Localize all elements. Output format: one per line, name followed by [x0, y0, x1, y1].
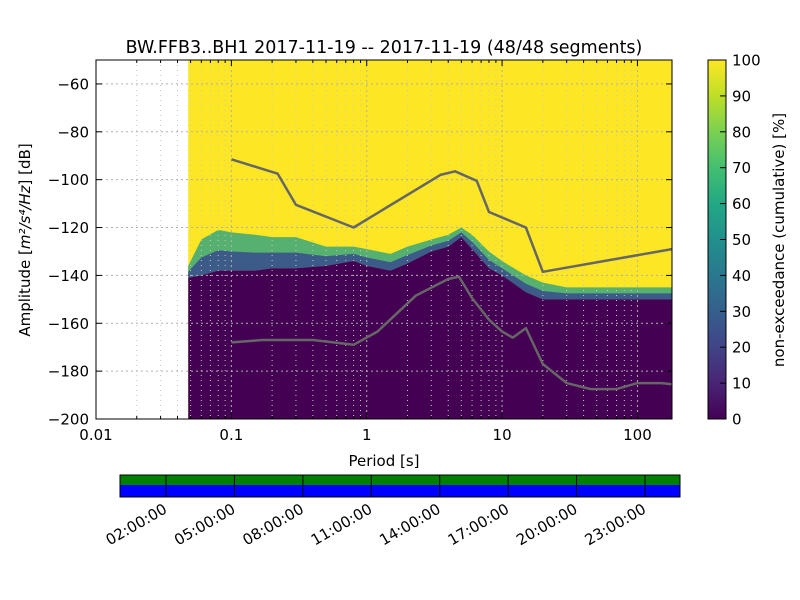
colorbar-tick-label: 10 — [732, 375, 751, 393]
colorbar: 0 10 20 30 40 50 60 70 80 90 100 non-exceedance (c… — [707, 52, 788, 429]
coverage-bar-bottom — [120, 485, 680, 497]
plot-area: 0.01 0.1 1 10 100 −60 −80 −100 −120 −140 −160 −180 −… — [48, 59, 673, 444]
heatmap-mid-band — [188, 232, 673, 300]
y-tick-label: −200 — [48, 411, 89, 429]
colorbar-ticks: 0 10 20 30 40 50 60 70 80 90 100 — [720, 52, 761, 429]
colorbar-label: non-exceedance (cumulative) [%] — [770, 113, 788, 367]
colorbar-tick-label: 90 — [732, 87, 751, 105]
time-tick-label: 20:00:00 — [513, 500, 580, 549]
colorbar-tick-label: 50 — [732, 231, 751, 249]
chart-title: BW.FFB3..BH1 2017-11-19 -- 2017-11-19 (4… — [126, 38, 643, 58]
time-tick-label: 14:00:00 — [376, 500, 443, 549]
percentile-lines — [231, 158, 673, 391]
y-tick-label: −140 — [48, 267, 89, 285]
colorbar-tick-label: 20 — [732, 339, 751, 357]
y-tick-label: −80 — [57, 123, 89, 141]
time-tick-label: 17:00:00 — [445, 500, 512, 549]
y-tick-label: −180 — [48, 363, 89, 381]
heatmap-fill — [188, 60, 673, 419]
time-tick-label: 02:00:00 — [103, 500, 170, 549]
time-coverage-bar: 02:00:00 05:00:00 08:00:00 11:00:00 14:00:00… — [103, 474, 681, 549]
coverage-bar-top — [120, 475, 680, 485]
y-axis-label-prefix: Amplitude [ — [16, 249, 34, 337]
colorbar-tick-label: 70 — [732, 159, 751, 177]
y-tick-label: −60 — [57, 75, 89, 93]
axis-ticks: 0.01 0.1 1 10 100 −60 −80 −100 −120 −140 −160 −180 −… — [48, 60, 672, 444]
time-tick-label: 23:00:00 — [582, 500, 649, 549]
coverage-bar-frame — [119, 474, 681, 498]
x-tick-label: 1 — [362, 426, 372, 444]
x-axis-label: Period [s] — [348, 452, 419, 470]
x-tick-label: 100 — [623, 426, 652, 444]
heatmap-transition-band — [188, 227, 673, 300]
colorbar-tick-label: 100 — [732, 52, 761, 70]
y-tick-label: −120 — [48, 219, 89, 237]
x-tick-label: 10 — [493, 426, 512, 444]
y-tick-label: −160 — [48, 315, 89, 333]
colorbar-tick-label: 60 — [732, 195, 751, 213]
plot-frame — [95, 59, 673, 420]
series-line-max — [231, 158, 673, 274]
colorbar-tick-label: 30 — [732, 303, 751, 321]
y-axis-label-suffix: ] [dB] — [16, 143, 34, 185]
colorbar-tick-label: 40 — [732, 267, 751, 285]
series-line-min — [231, 275, 673, 391]
y-tick-label: −100 — [48, 171, 89, 189]
y-axis-label-units: m²/s⁴/Hz — [16, 184, 34, 249]
time-tick-label: 08:00:00 — [240, 500, 307, 549]
x-tick-label: 0.01 — [79, 426, 112, 444]
colorbar-tick-label: 80 — [732, 123, 751, 141]
time-tick-label: 11:00:00 — [308, 500, 375, 549]
x-tick-label: 0.1 — [219, 426, 243, 444]
y-axis-label: Amplitude [m²/s⁴/Hz] [dB] — [16, 143, 34, 336]
colorbar-tick-label: 0 — [732, 411, 742, 429]
time-tick-label: 05:00:00 — [171, 500, 238, 549]
heatmap-low-region — [188, 237, 673, 419]
